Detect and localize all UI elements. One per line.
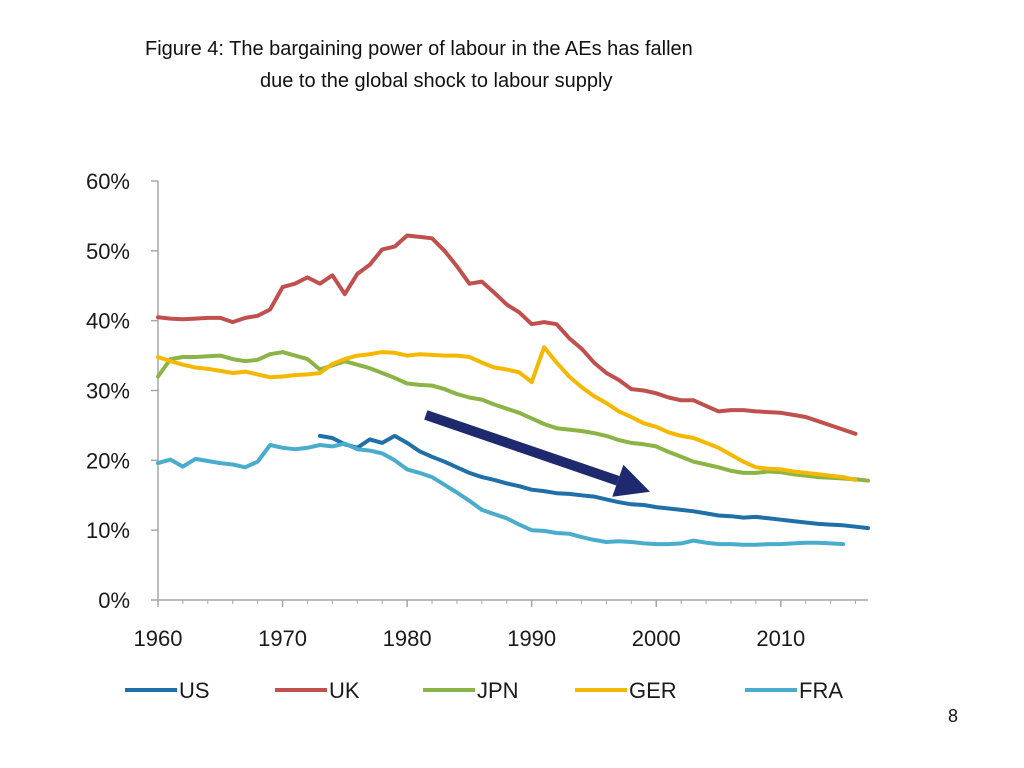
chart-series xyxy=(156,233,870,547)
chart-legend: US UK JPN GER FRA xyxy=(125,678,843,703)
x-tick-label: 2000 xyxy=(632,626,681,651)
series-line-jpn xyxy=(156,350,870,483)
y-tick-label: 10% xyxy=(86,518,130,543)
x-tick-label: 1960 xyxy=(134,626,183,651)
series-line-fra xyxy=(156,441,846,547)
legend-label-fra: FRA xyxy=(799,678,843,703)
y-tick-label: 20% xyxy=(86,448,130,473)
x-tick-label: 1970 xyxy=(258,626,307,651)
series-line-ger xyxy=(156,345,858,482)
series-line-uk xyxy=(156,233,858,436)
y-tick-label: 0% xyxy=(98,588,130,613)
y-tick-label: 60% xyxy=(86,169,130,194)
figure-title-line2: due to the global shock to labour supply xyxy=(260,70,613,92)
y-tick-label: 50% xyxy=(86,239,130,264)
legend-label-jpn: JPN xyxy=(477,678,519,703)
chart-axes: 0% 10% 20% 30% 40% 50% 60% 1960 1970 1980 1990 2000… xyxy=(86,169,868,651)
legend-label-ger: GER xyxy=(629,678,677,703)
chart-annotations xyxy=(424,410,650,497)
x-tick-label: 1980 xyxy=(383,626,432,651)
x-tick-label: 1990 xyxy=(507,626,556,651)
trend-arrow-head xyxy=(612,464,650,497)
page-number: 8 xyxy=(948,706,959,726)
figure-title-line1: Figure 4: The bargaining power of labour… xyxy=(145,38,693,60)
trend-arrow-shaft xyxy=(424,410,620,486)
y-tick-label: 30% xyxy=(86,379,130,404)
legend-label-uk: UK xyxy=(329,678,360,703)
y-tick-label: 40% xyxy=(86,309,130,334)
series-line-us xyxy=(317,433,870,531)
x-tick-label: 2010 xyxy=(756,626,805,651)
legend-label-us: US xyxy=(179,678,210,703)
figure-title: Figure 4: The bargaining power of labour… xyxy=(145,33,845,97)
